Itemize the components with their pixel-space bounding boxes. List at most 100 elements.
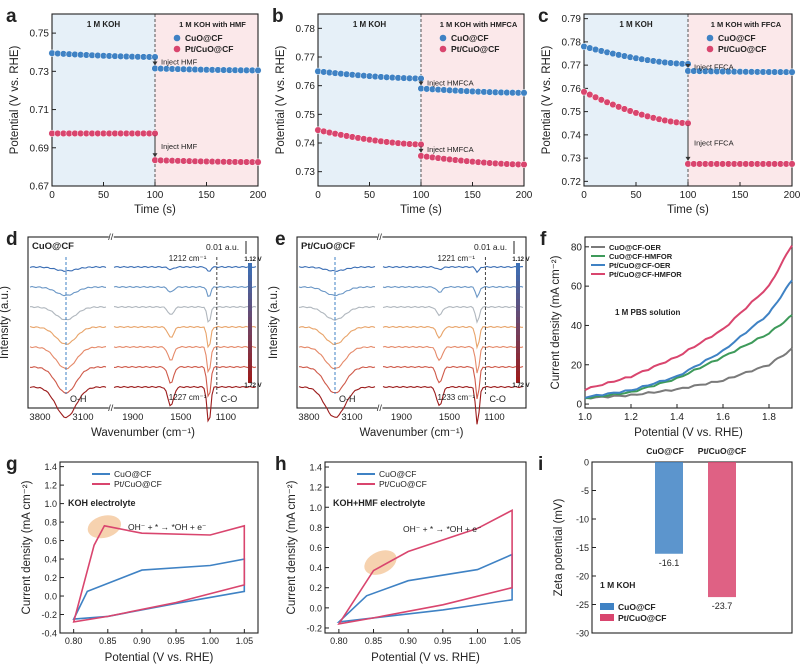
y-tick-label: 0.4 xyxy=(44,555,57,565)
legend-label: CuO@CF-HMFOR xyxy=(609,252,673,261)
panel-letter-d: d xyxy=(6,229,18,250)
x-tick-label: 1.6 xyxy=(716,412,730,423)
x-tick-label: 0.80 xyxy=(65,636,83,646)
cv-loop xyxy=(337,508,513,626)
potential-gradient-segment xyxy=(516,287,520,293)
bar-category-label: Pt/CuO@CF xyxy=(698,446,746,456)
y-tick-label: 0.75 xyxy=(30,29,50,40)
potential-gradient-segment xyxy=(516,347,520,353)
data-point xyxy=(325,129,333,137)
y-tick-label: 1.0 xyxy=(44,499,57,509)
bar-value-label: -16.1 xyxy=(659,558,680,568)
legend-label: CuO@CF xyxy=(618,602,656,612)
ftir-spectrum xyxy=(298,305,524,324)
ftir-spectrum xyxy=(298,265,524,274)
data-point xyxy=(644,56,652,64)
y-tick-label: 0.6 xyxy=(309,543,322,553)
y-axis-title: Current density (mA cm⁻²) xyxy=(21,480,33,614)
data-point xyxy=(320,127,328,135)
region-label-substrate: 1 M KOH with HMF xyxy=(179,20,246,29)
x-tick-label: 1900 xyxy=(122,412,143,423)
x-tick-label: 1500 xyxy=(170,412,191,423)
x-tick-label: 0.80 xyxy=(330,636,348,646)
inject-arrowhead xyxy=(685,63,691,68)
data-point xyxy=(632,54,640,62)
potential-gradient-segment xyxy=(516,263,520,269)
legend-marker xyxy=(173,34,181,42)
data-point xyxy=(788,68,796,76)
y-axis-title: Current density (mA cm⁻²) xyxy=(286,480,298,614)
oh-label: O-H xyxy=(339,394,356,404)
lsv-curve xyxy=(585,314,793,400)
data-point xyxy=(597,47,605,55)
potential-gradient-segment xyxy=(248,323,252,329)
y-tick-label: 40 xyxy=(571,321,583,332)
legend-label: Pt/CuO@CF xyxy=(379,479,427,489)
y-tick-label: -25 xyxy=(576,600,589,610)
lsv-curve xyxy=(584,347,793,400)
inject-label: Inject HMFCA xyxy=(427,145,474,154)
potential-top-label: 1.12 V xyxy=(244,257,261,263)
lsv-curve xyxy=(584,279,793,399)
data-point xyxy=(620,52,628,60)
y-tick-label: 0.2 xyxy=(309,583,322,593)
y-tick-label: -20 xyxy=(576,572,589,582)
ftir-spectrum xyxy=(29,285,257,297)
x-tick-label: 0.90 xyxy=(399,636,417,646)
potential-gradient-segment xyxy=(248,305,252,311)
potential-gradient-segment xyxy=(516,335,520,341)
scale-label: 0.01 a.u. xyxy=(474,242,507,252)
electrolyte-note: KOH+HMF electrolyte xyxy=(333,498,425,508)
lsv-curve xyxy=(584,245,793,391)
ftir-spectrum xyxy=(298,285,524,299)
x-tick-label: 150 xyxy=(464,190,481,201)
y-tick-label: 1.2 xyxy=(44,481,57,491)
potential-gradient-segment xyxy=(516,323,520,329)
data-point xyxy=(314,126,322,134)
x-tick-label: 1.05 xyxy=(503,636,521,646)
panel-letter-h: h xyxy=(275,454,287,475)
potential-gradient-segment xyxy=(516,269,520,275)
x-axis-title: Time (s) xyxy=(400,204,442,216)
potential-gradient-segment xyxy=(516,371,520,377)
y-tick-label: -0.2 xyxy=(41,610,57,620)
potential-top-label: 1.12 V xyxy=(512,257,529,263)
legend-label: CuO@CF xyxy=(451,33,489,43)
y-tick-label: 0.8 xyxy=(309,523,322,533)
region-label-koh: 1 M KOH xyxy=(87,20,121,29)
zeta-bar xyxy=(708,462,736,598)
data-point xyxy=(638,55,646,63)
y-tick-label: 0.77 xyxy=(562,61,582,72)
ftir-spectrum xyxy=(29,325,257,349)
legend-marker xyxy=(706,45,714,53)
data-point xyxy=(649,57,657,65)
inject-label: Inject HMFCA xyxy=(427,79,474,88)
x-tick-label: 150 xyxy=(198,190,215,201)
data-point xyxy=(615,51,623,59)
data-point xyxy=(592,45,600,54)
potential-gradient-segment xyxy=(516,353,520,359)
potential-gradient-segment xyxy=(516,305,520,311)
solution-note: 1 M PBS solution xyxy=(615,308,680,317)
potential-gradient-segment xyxy=(248,311,252,317)
x-tick-label: 0.85 xyxy=(365,636,383,646)
sample-label: Pt/CuO@CF xyxy=(301,241,355,252)
y-tick-label: 0.4 xyxy=(309,563,322,573)
reaction-label: OH⁻ + * → *OH + e⁻ xyxy=(128,522,207,532)
potential-gradient-segment xyxy=(516,341,520,347)
data-point xyxy=(331,130,339,138)
data-point xyxy=(580,42,588,51)
x-tick-label: 1.05 xyxy=(236,636,254,646)
legend-marker xyxy=(439,45,447,53)
legend-label: Pt/CuO@CF xyxy=(618,613,666,623)
inject-arrowhead xyxy=(152,61,158,66)
y-tick-label: -30 xyxy=(576,629,589,639)
data-point xyxy=(644,112,652,120)
inject-arrowhead xyxy=(152,153,158,158)
legend-marker xyxy=(173,45,181,53)
y-tick-label: 0.0 xyxy=(44,592,57,602)
x-tick-label: 1100 xyxy=(484,412,504,423)
potential-gradient-segment xyxy=(248,275,252,281)
region-label-substrate: 1 M KOH with FFCA xyxy=(711,20,782,29)
potential-gradient-segment xyxy=(248,335,252,341)
